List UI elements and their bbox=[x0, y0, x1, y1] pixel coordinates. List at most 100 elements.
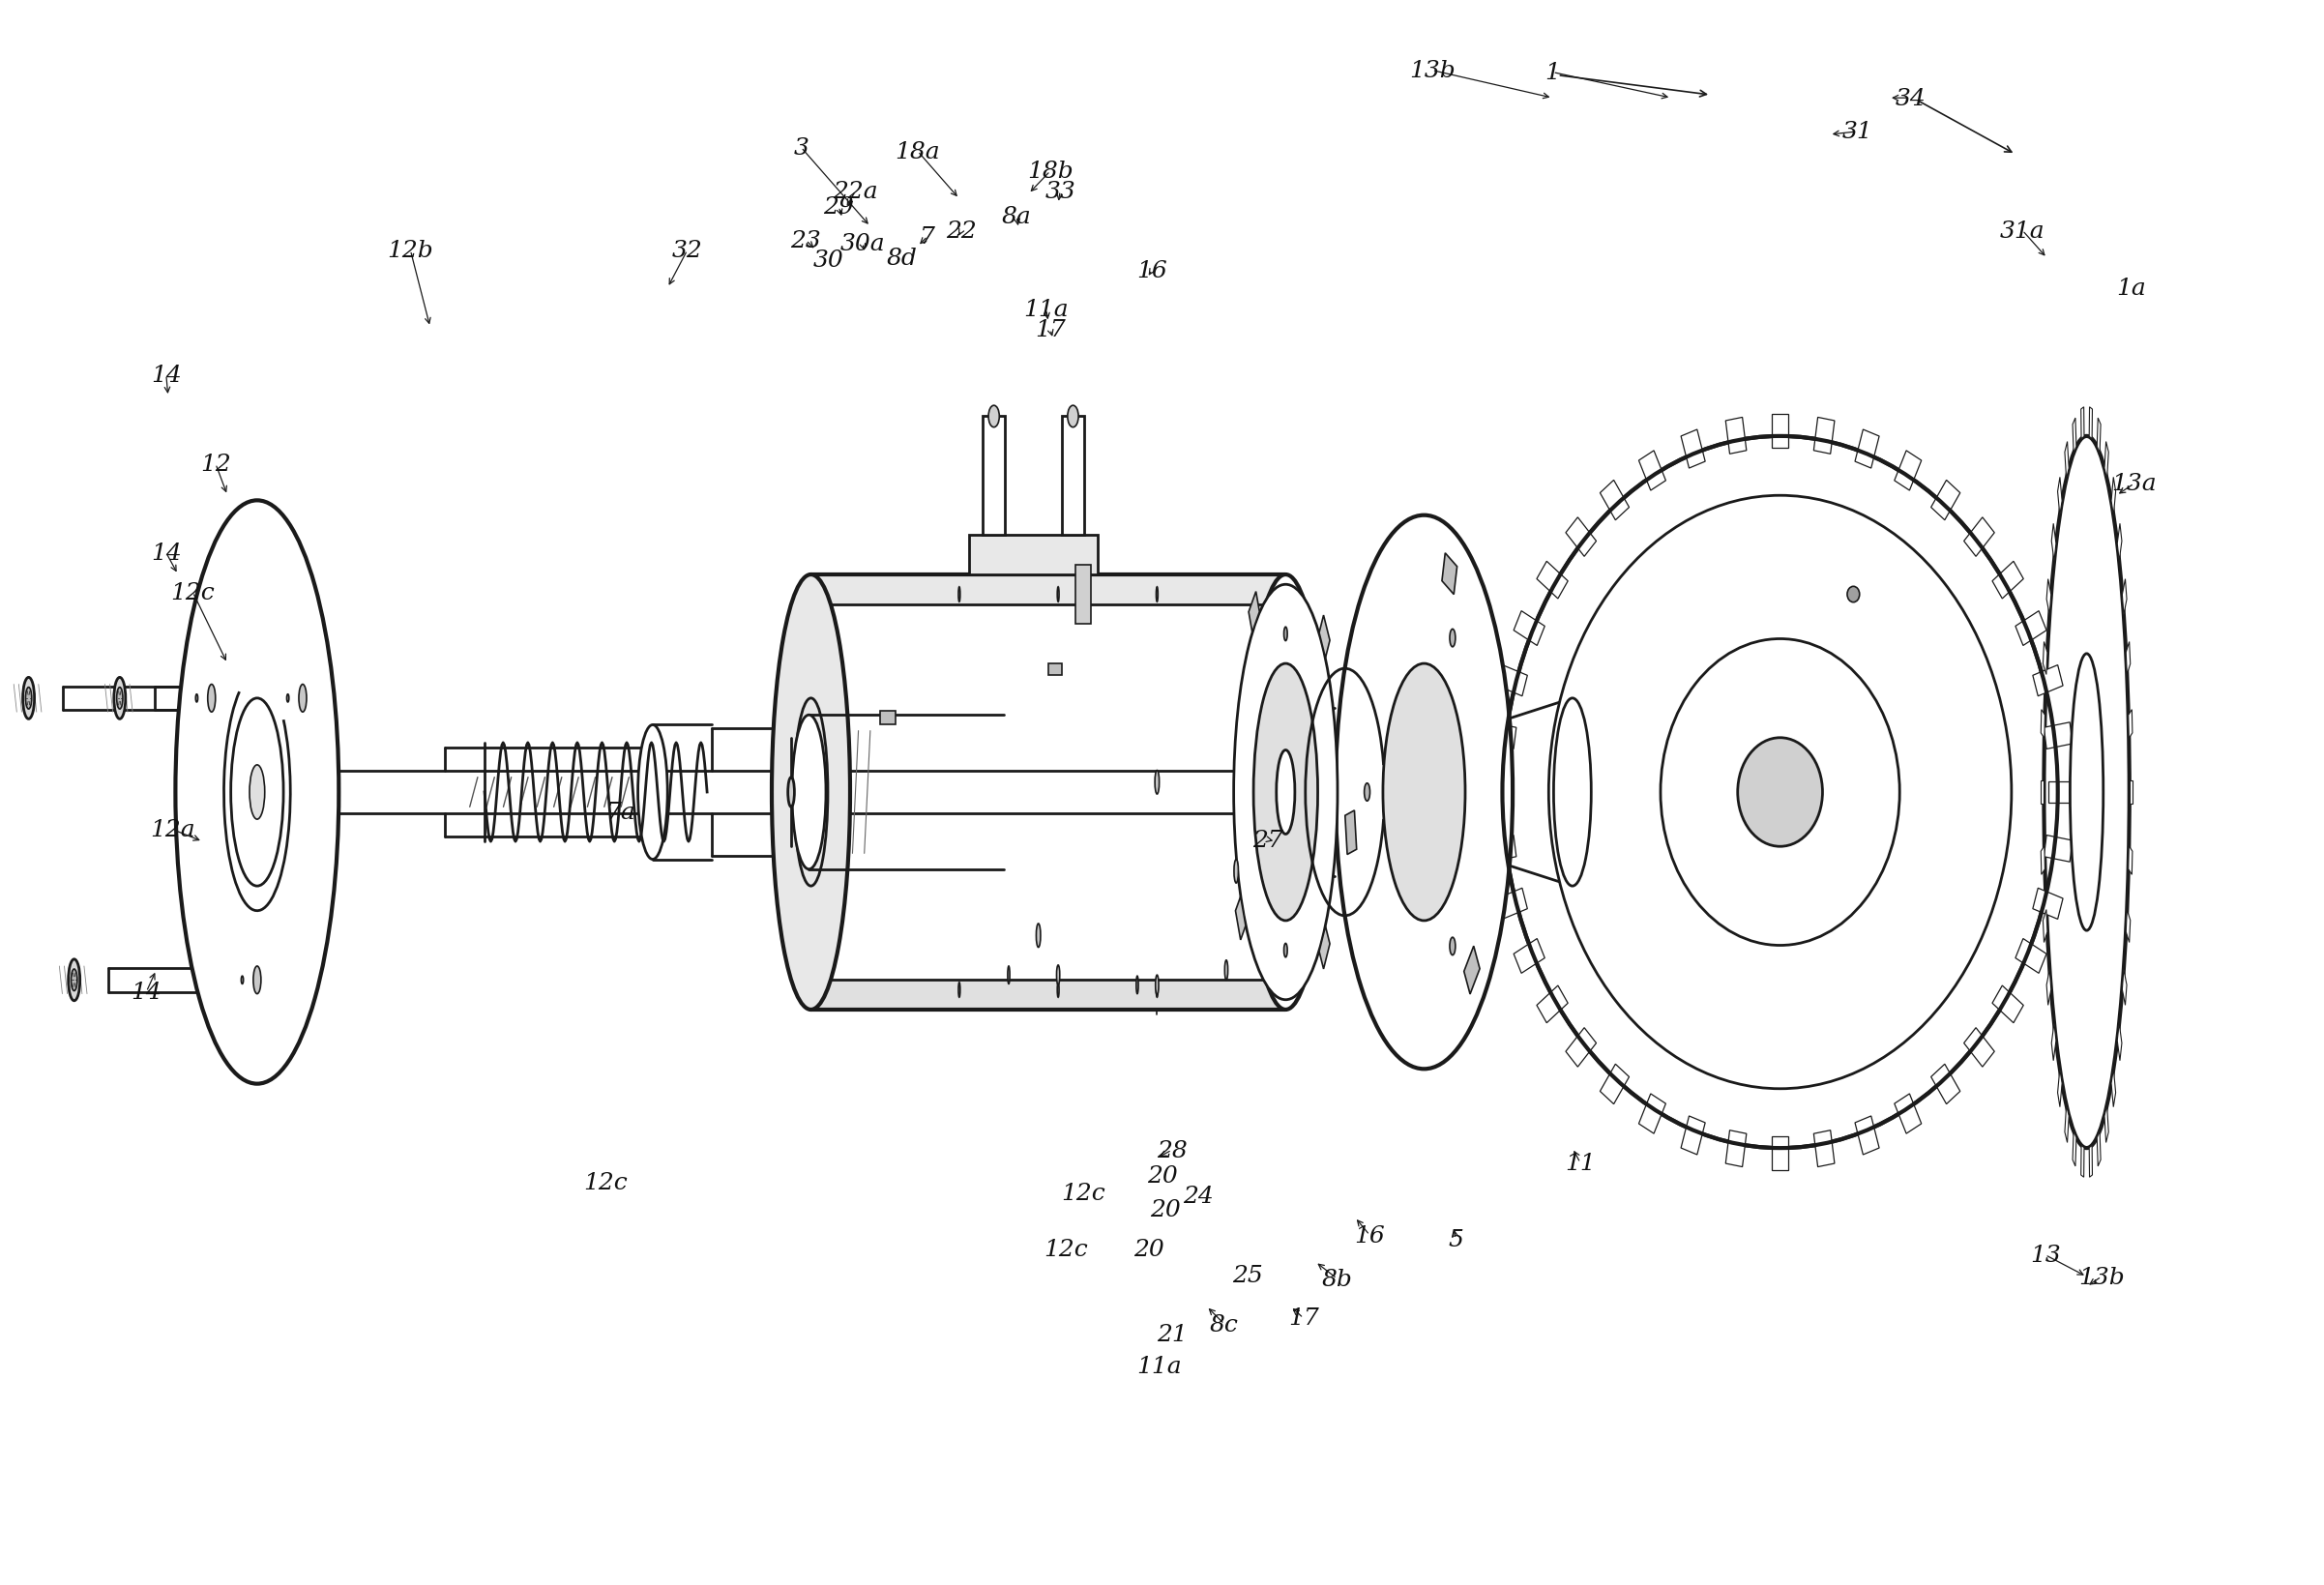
Polygon shape bbox=[1513, 612, 1545, 647]
Text: 20: 20 bbox=[1134, 1238, 1164, 1260]
Text: 12c: 12c bbox=[583, 1171, 627, 1194]
Polygon shape bbox=[1680, 430, 1706, 469]
Ellipse shape bbox=[300, 685, 307, 712]
Polygon shape bbox=[1813, 418, 1834, 455]
Polygon shape bbox=[1992, 561, 2024, 599]
Text: 11a: 11a bbox=[1136, 1355, 1181, 1377]
Text: 20: 20 bbox=[1150, 1198, 1181, 1220]
Text: 8a: 8a bbox=[1002, 206, 1032, 228]
Polygon shape bbox=[1894, 1094, 1922, 1133]
Polygon shape bbox=[1599, 1065, 1629, 1105]
Ellipse shape bbox=[637, 726, 667, 859]
Polygon shape bbox=[2096, 418, 2101, 453]
Ellipse shape bbox=[249, 766, 265, 819]
Text: 8b: 8b bbox=[1322, 1268, 1353, 1290]
Text: 12a: 12a bbox=[151, 819, 195, 842]
Polygon shape bbox=[1727, 1130, 1745, 1167]
Ellipse shape bbox=[1450, 938, 1455, 956]
Polygon shape bbox=[1536, 986, 1569, 1024]
Text: 22a: 22a bbox=[832, 181, 878, 203]
Ellipse shape bbox=[174, 501, 339, 1084]
Polygon shape bbox=[2064, 1106, 2068, 1143]
Polygon shape bbox=[1813, 1130, 1834, 1167]
Polygon shape bbox=[2122, 580, 2126, 615]
Ellipse shape bbox=[1155, 975, 1160, 995]
Ellipse shape bbox=[788, 778, 795, 807]
Polygon shape bbox=[1062, 417, 1083, 536]
Ellipse shape bbox=[1276, 751, 1294, 834]
Ellipse shape bbox=[23, 678, 35, 720]
Text: 34: 34 bbox=[1896, 87, 1927, 109]
Polygon shape bbox=[2089, 407, 2092, 439]
Polygon shape bbox=[2040, 781, 2043, 804]
Text: 33: 33 bbox=[1046, 181, 1076, 203]
Polygon shape bbox=[1485, 781, 1511, 804]
Polygon shape bbox=[2096, 1132, 2101, 1167]
Polygon shape bbox=[2034, 666, 2064, 696]
Polygon shape bbox=[1855, 1116, 1880, 1155]
Ellipse shape bbox=[114, 678, 125, 720]
Polygon shape bbox=[2117, 525, 2122, 561]
Ellipse shape bbox=[795, 699, 827, 886]
Polygon shape bbox=[1931, 480, 1959, 520]
Polygon shape bbox=[2043, 723, 2073, 750]
Polygon shape bbox=[1497, 666, 1527, 696]
Polygon shape bbox=[1248, 593, 1260, 632]
Ellipse shape bbox=[26, 688, 33, 710]
Text: 14: 14 bbox=[151, 365, 181, 387]
Text: 27: 27 bbox=[1253, 829, 1283, 851]
Text: 20: 20 bbox=[1146, 1165, 1178, 1187]
Text: 17: 17 bbox=[1034, 319, 1067, 341]
Polygon shape bbox=[2126, 910, 2131, 943]
Text: 12c: 12c bbox=[1043, 1238, 1088, 1260]
Polygon shape bbox=[2047, 781, 2075, 804]
Polygon shape bbox=[2080, 1146, 2085, 1178]
Polygon shape bbox=[2043, 642, 2047, 675]
Text: 12b: 12b bbox=[388, 239, 435, 262]
Text: 12c: 12c bbox=[1060, 1182, 1104, 1205]
Text: 21: 21 bbox=[1157, 1323, 1188, 1346]
Text: 14: 14 bbox=[151, 542, 181, 564]
Polygon shape bbox=[2073, 1132, 2075, 1167]
Ellipse shape bbox=[72, 970, 77, 991]
Text: 8d: 8d bbox=[885, 247, 918, 269]
Text: 28: 28 bbox=[1157, 1140, 1188, 1162]
Polygon shape bbox=[2047, 580, 2052, 615]
Text: 13b: 13b bbox=[2078, 1266, 2124, 1289]
Polygon shape bbox=[2110, 1070, 2115, 1108]
Ellipse shape bbox=[1662, 639, 1899, 946]
Polygon shape bbox=[1487, 835, 1515, 862]
Polygon shape bbox=[2129, 710, 2133, 739]
Polygon shape bbox=[1487, 723, 1515, 750]
Text: 32: 32 bbox=[672, 239, 702, 262]
Polygon shape bbox=[1076, 566, 1090, 624]
Ellipse shape bbox=[1738, 739, 1822, 846]
Ellipse shape bbox=[772, 575, 851, 1010]
Text: 13b: 13b bbox=[1408, 60, 1455, 82]
Text: 31: 31 bbox=[1843, 120, 1873, 144]
Ellipse shape bbox=[1234, 859, 1239, 883]
Polygon shape bbox=[2043, 910, 2047, 943]
Ellipse shape bbox=[2043, 437, 2129, 1148]
Text: 3: 3 bbox=[792, 136, 809, 158]
Text: 22: 22 bbox=[946, 220, 976, 243]
Text: 18a: 18a bbox=[895, 141, 941, 163]
Polygon shape bbox=[1638, 1094, 1666, 1133]
Polygon shape bbox=[2034, 889, 2064, 919]
Ellipse shape bbox=[1276, 743, 1294, 842]
Polygon shape bbox=[2040, 710, 2045, 739]
Ellipse shape bbox=[1246, 575, 1325, 1010]
Ellipse shape bbox=[792, 715, 825, 870]
Ellipse shape bbox=[1155, 770, 1160, 794]
Ellipse shape bbox=[1336, 515, 1513, 1070]
Polygon shape bbox=[2106, 442, 2108, 479]
Text: 5: 5 bbox=[1448, 1228, 1464, 1251]
Polygon shape bbox=[2129, 846, 2133, 875]
Polygon shape bbox=[1320, 927, 1329, 970]
Polygon shape bbox=[2047, 970, 2052, 1005]
Polygon shape bbox=[1771, 1136, 1789, 1170]
Ellipse shape bbox=[1501, 437, 2057, 1148]
Polygon shape bbox=[1964, 518, 1994, 556]
Ellipse shape bbox=[1383, 664, 1464, 921]
Ellipse shape bbox=[67, 959, 79, 1002]
